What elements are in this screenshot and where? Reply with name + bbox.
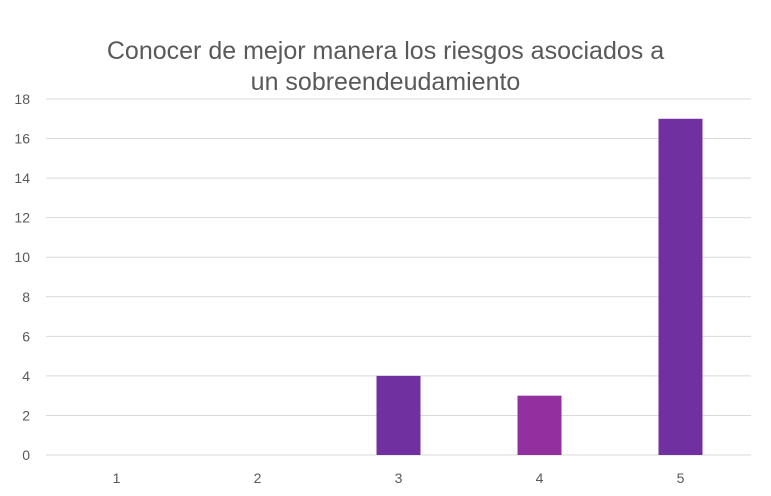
y-tick-label: 12: [14, 210, 30, 226]
x-tick-label: 1: [113, 470, 121, 486]
y-tick-label: 2: [22, 407, 30, 423]
y-tick-label: 14: [14, 170, 30, 186]
x-tick-label: 3: [395, 470, 403, 486]
y-tick-label: 16: [14, 131, 30, 147]
x-tick-label: 4: [536, 470, 544, 486]
chart-title-line-1: Conocer de mejor manera los riesgos asoc…: [106, 37, 665, 65]
bar: [517, 395, 562, 455]
x-tick-label: 5: [677, 470, 685, 486]
chart-title: Conocer de mejor manera los riesgos asoc…: [0, 36, 771, 98]
bar: [658, 118, 703, 456]
y-tick-label: 8: [22, 289, 30, 305]
y-tick-label: 10: [14, 249, 30, 265]
y-tick-label: 4: [22, 368, 30, 384]
y-tick-label: 0: [22, 447, 30, 463]
y-tick-label: 18: [14, 91, 30, 107]
x-tick-label: 2: [254, 470, 262, 486]
y-tick-label: 6: [22, 328, 30, 344]
bar: [376, 375, 421, 455]
chart-title-line-2: un sobreendeudamiento: [250, 68, 521, 96]
